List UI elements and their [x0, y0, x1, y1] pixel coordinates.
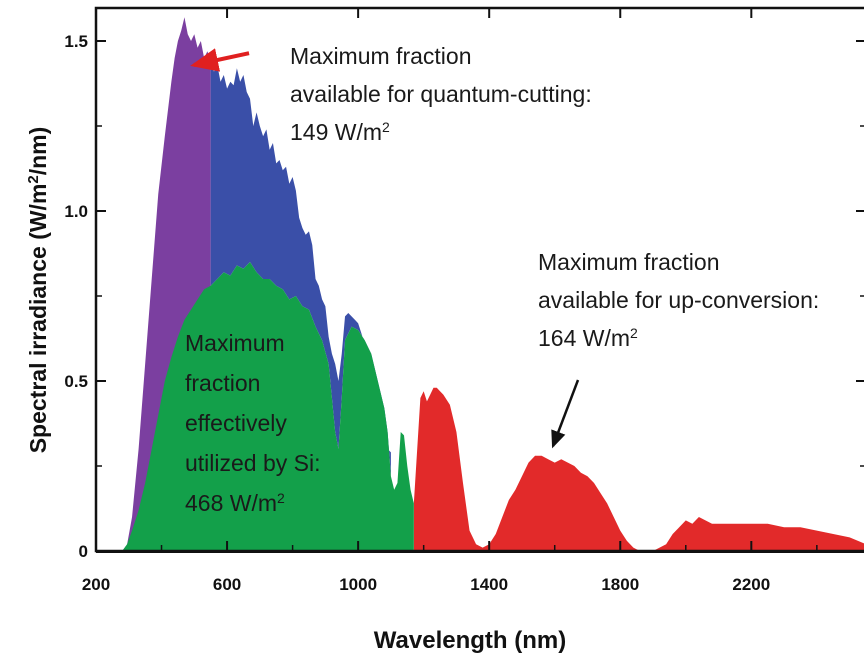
annotations: Maximum fraction available for quantum-cu… — [185, 43, 819, 516]
quantum-cutting-arrow — [190, 48, 250, 72]
annotation-line: 164 W/m2 — [538, 325, 638, 351]
annotation-si-note: Maximum fraction effectively utilized by Si… — [185, 330, 321, 516]
plot-frame — [94, 6, 864, 553]
y-tick-label: 1.5 — [64, 32, 88, 51]
annotation-superscript: 2 — [277, 490, 285, 506]
x-tick-label: 600 — [213, 575, 241, 594]
area-up-conversion — [413, 387, 864, 551]
y-axis-title: Spectral irradiance (W/m2/nm) — [25, 127, 52, 454]
annotation-line: fraction — [185, 370, 260, 396]
annotation-line: available for quantum-cutting: — [290, 81, 592, 107]
annotation-superscript: 2 — [630, 325, 638, 341]
area-si-utilized — [122, 262, 414, 551]
annotation-line: Maximum fraction — [538, 249, 719, 275]
x-tick-label: 1800 — [601, 575, 639, 594]
y-tick-label: 0 — [79, 542, 88, 561]
annotation-line: 149 W/m2 — [290, 119, 390, 145]
annotation-line: Maximum — [185, 330, 285, 356]
annotation-line: utilized by Si: — [185, 450, 321, 476]
annotation-line: available for up-conversion: — [538, 287, 819, 313]
y-tick-label: 1.0 — [64, 202, 88, 221]
x-tick-label: 1000 — [339, 575, 377, 594]
area-above-si — [210, 61, 391, 477]
x-tick-label: 200 — [82, 575, 110, 594]
annotation-superscript: 2 — [382, 119, 390, 135]
x-tick-label: 1400 — [470, 575, 508, 594]
annotation-line: 468 W/m2 — [185, 490, 285, 516]
annotation-up-conversion-note: Maximum fraction available for up-convers… — [538, 249, 819, 351]
annotation-quantum-cutting-note: Maximum fraction available for quantum-cu… — [290, 43, 592, 145]
axis-ticks: 200 600 1000 1400 1800 2200 0 0.5 1.0 1.5 — [64, 8, 864, 594]
y-tick-label: 0.5 — [64, 372, 88, 391]
up-conversion-arrow — [551, 379, 580, 449]
annotation-line: Maximum fraction — [290, 43, 471, 69]
x-tick-label: 2200 — [732, 575, 770, 594]
x-axis-title: Wavelength (nm) — [374, 627, 566, 654]
annotation-line: effectively — [185, 410, 287, 436]
spectrum-areas — [96, 17, 864, 553]
